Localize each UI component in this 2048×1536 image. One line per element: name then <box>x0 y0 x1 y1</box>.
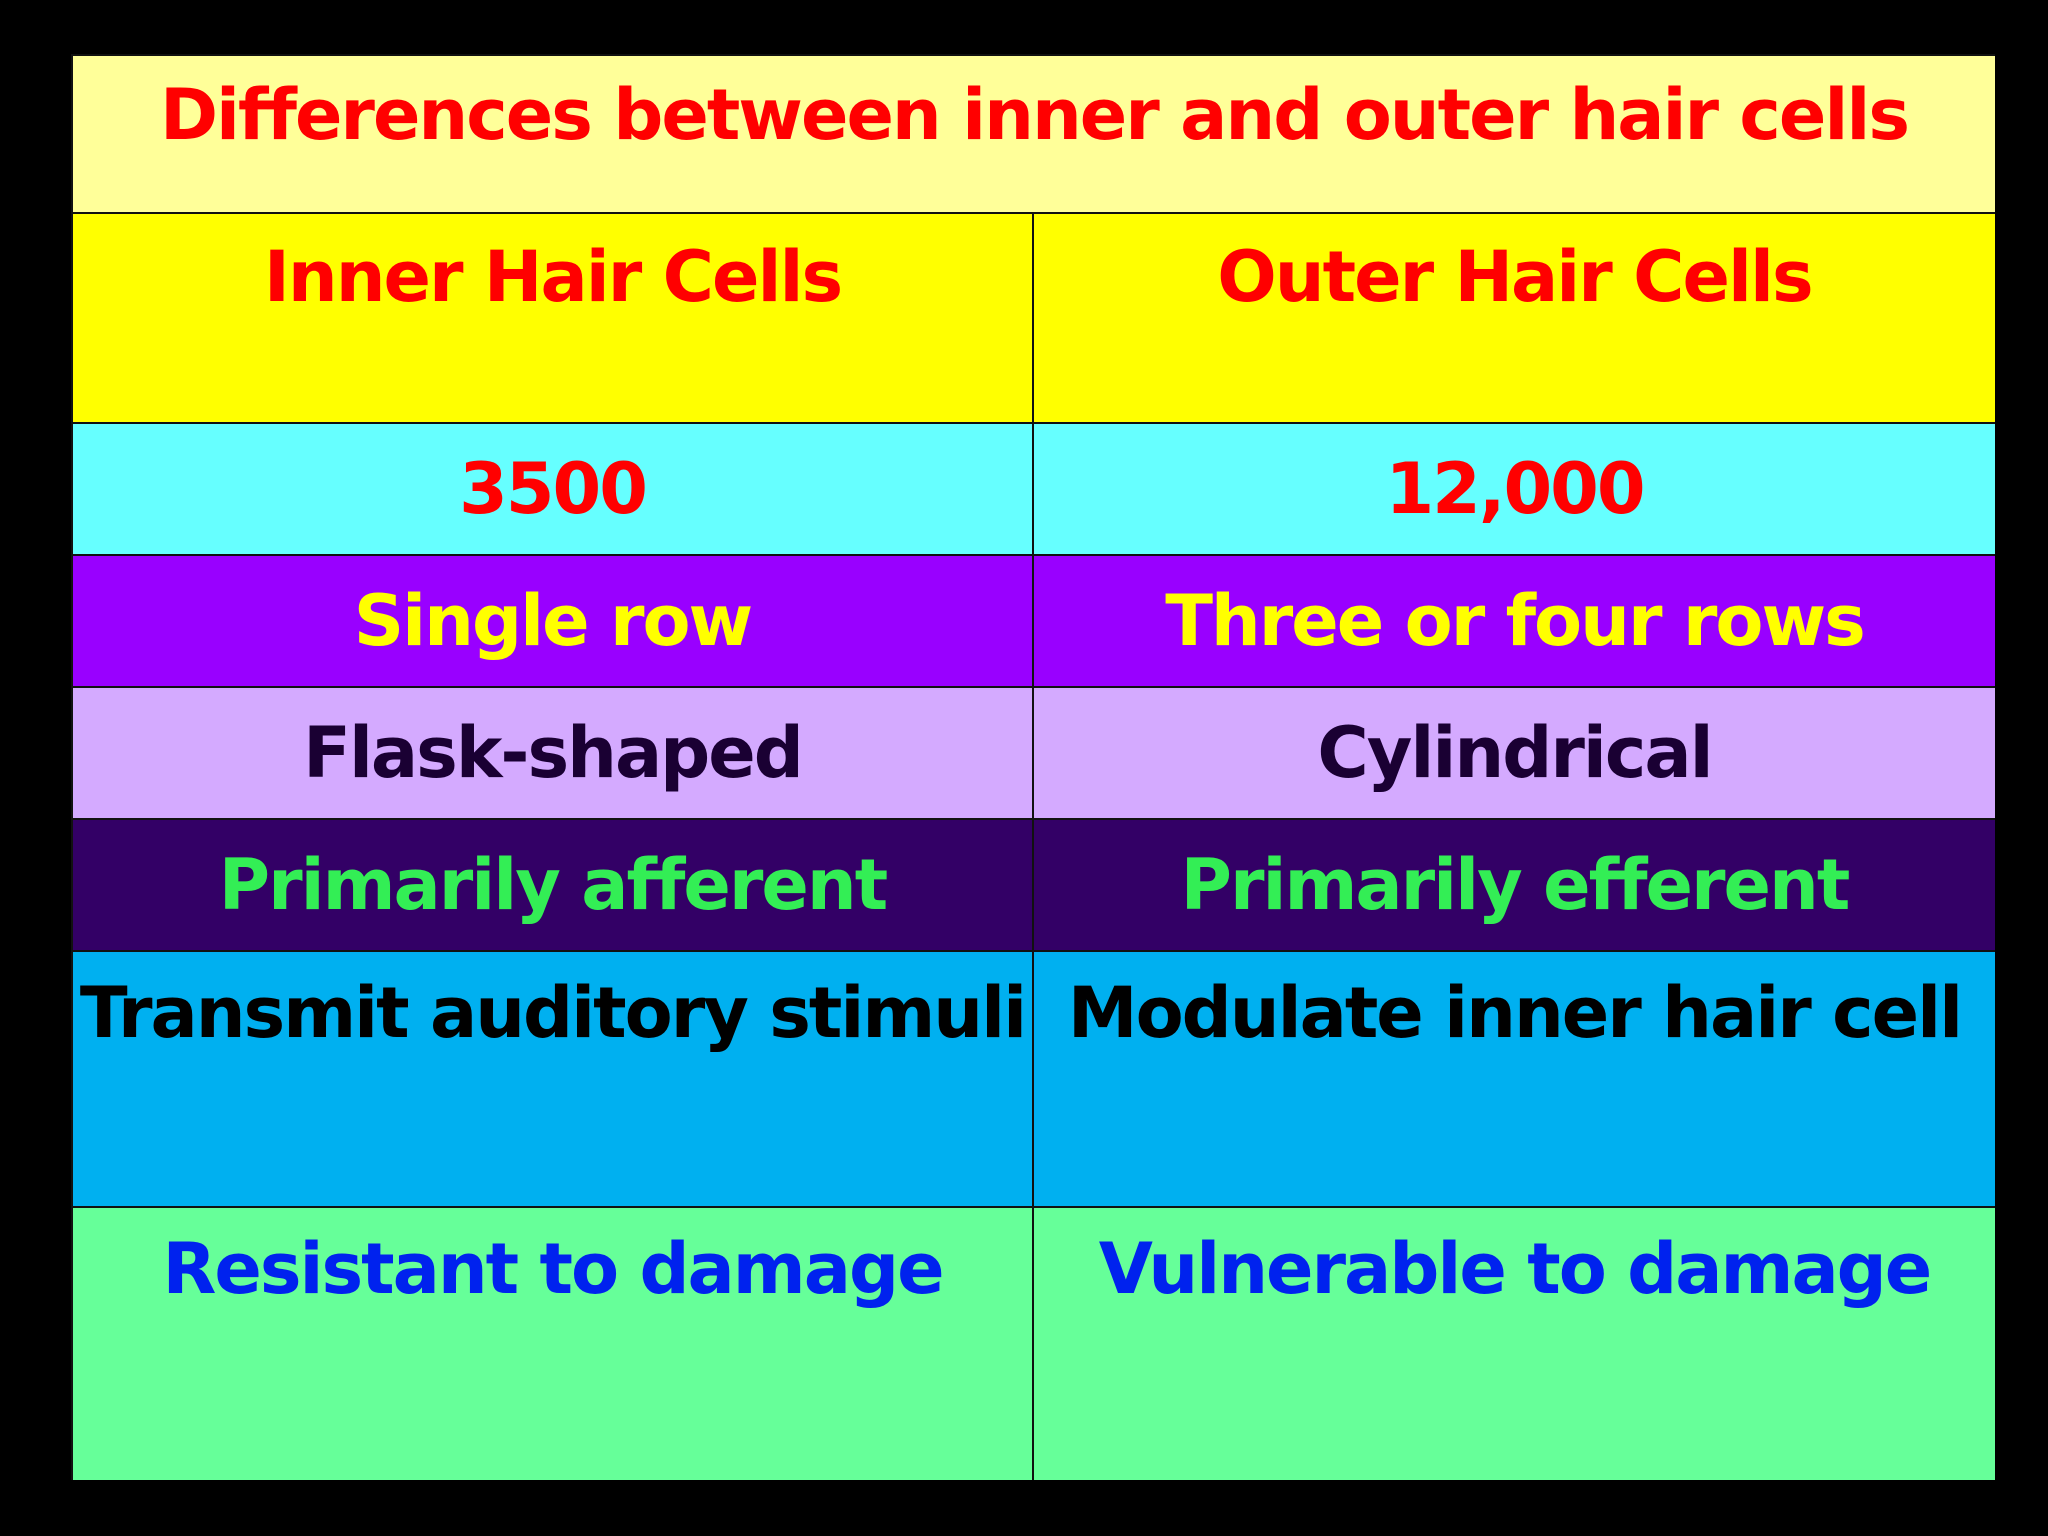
cell-shape-outer: Cylindrical <box>1034 688 1995 820</box>
cell-rows-inner: Single row <box>73 556 1034 688</box>
cell-damage-inner: Resistant to damage <box>73 1208 1034 1480</box>
cell-rows-outer: Three or four rows <box>1034 556 1995 688</box>
cell-innervation-outer: Primarily efferent <box>1034 820 1995 952</box>
comparison-table: Differences between inner and outer hair… <box>71 54 1995 1480</box>
header-outer-hair-cells: Outer Hair Cells <box>1034 214 1995 424</box>
cell-damage-outer: Vulnerable to damage <box>1034 1208 1995 1480</box>
cell-function-outer: Modulate inner hair cell <box>1034 952 1995 1208</box>
cell-shape-inner: Flask-shaped <box>73 688 1034 820</box>
cell-count-outer: 12,000 <box>1034 424 1995 556</box>
cell-innervation-inner: Primarily afferent <box>73 820 1034 952</box>
table-title: Differences between inner and outer hair… <box>73 56 1995 214</box>
header-inner-hair-cells: Inner Hair Cells <box>73 214 1034 424</box>
cell-count-inner: 3500 <box>73 424 1034 556</box>
cell-function-inner: Transmit auditory stimuli <box>73 952 1034 1208</box>
